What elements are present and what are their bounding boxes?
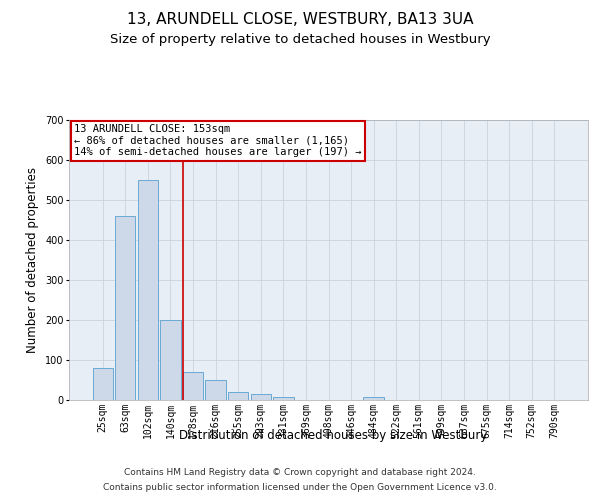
Bar [160, 320, 181, 400]
Bar [273, 397, 293, 400]
Text: Distribution of detached houses by size in Westbury: Distribution of detached houses by size … [179, 428, 487, 442]
Bar [228, 392, 248, 400]
Bar [92, 368, 113, 400]
Bar [115, 216, 136, 400]
Bar [183, 372, 203, 400]
Text: 13, ARUNDELL CLOSE, WESTBURY, BA13 3UA: 13, ARUNDELL CLOSE, WESTBURY, BA13 3UA [127, 12, 473, 28]
Text: Size of property relative to detached houses in Westbury: Size of property relative to detached ho… [110, 32, 490, 46]
Bar [138, 180, 158, 400]
Bar [205, 380, 226, 400]
Y-axis label: Number of detached properties: Number of detached properties [26, 167, 40, 353]
Bar [251, 394, 271, 400]
Bar [364, 397, 384, 400]
Text: Contains HM Land Registry data © Crown copyright and database right 2024.: Contains HM Land Registry data © Crown c… [124, 468, 476, 477]
Text: 13 ARUNDELL CLOSE: 153sqm
← 86% of detached houses are smaller (1,165)
14% of se: 13 ARUNDELL CLOSE: 153sqm ← 86% of detac… [74, 124, 362, 158]
Text: Contains public sector information licensed under the Open Government Licence v3: Contains public sector information licen… [103, 483, 497, 492]
